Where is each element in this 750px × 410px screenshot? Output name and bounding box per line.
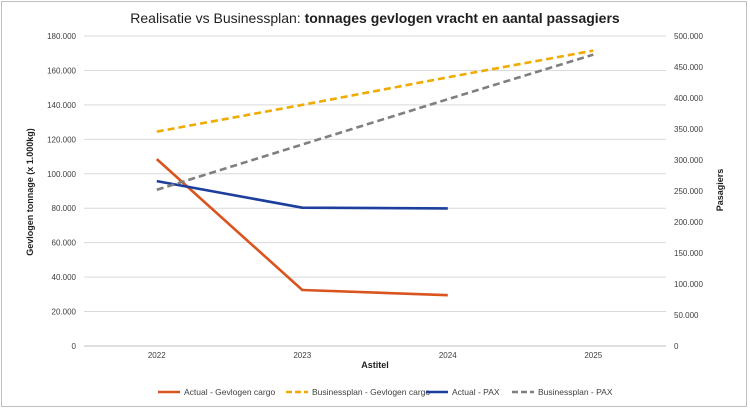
y2-tick-label: 100.000 bbox=[674, 280, 703, 289]
chart-title: Realisatie vs Businessplan: tonnages gev… bbox=[0, 10, 750, 26]
series-line-1 bbox=[155, 158, 448, 297]
x-axis-ticks: 2022 2023 2024 2025 bbox=[148, 351, 603, 360]
y-tick-label: 20.000 bbox=[52, 308, 77, 317]
y2-tick-label: 200.000 bbox=[674, 218, 703, 227]
x-tick-label: 2023 bbox=[293, 351, 311, 360]
x-tick-label: 2022 bbox=[148, 351, 166, 360]
y-axis-left-ticks: 0 20.000 40.000 60.000 80.000 100.000 120.000 1… bbox=[47, 32, 76, 351]
series-line-4 bbox=[156, 53, 594, 192]
y-tick-label: 140.000 bbox=[47, 101, 76, 110]
legend-label: Businessplan - Gevlogen cargo bbox=[312, 387, 430, 397]
y-axis-left-label: Gevlogen tonnage (x 1.000kg) bbox=[25, 128, 35, 256]
legend: Actual - Gevlogen cargo Businessplan - Ge… bbox=[158, 387, 613, 397]
y2-tick-label: 300.000 bbox=[674, 156, 703, 165]
y-tick-label: 0 bbox=[72, 342, 77, 351]
y2-tick-label: 450.000 bbox=[674, 63, 703, 72]
y-tick-label: 80.000 bbox=[52, 204, 77, 213]
y2-tick-label: 150.000 bbox=[674, 249, 703, 258]
chart-title-prefix: Realisatie vs Businessplan: bbox=[130, 10, 305, 26]
y2-tick-label: 350.000 bbox=[674, 125, 703, 134]
legend-label: Actual - PAX bbox=[452, 387, 500, 397]
x-tick-label: 2025 bbox=[584, 351, 602, 360]
y2-tick-label: 500.000 bbox=[674, 32, 703, 41]
y2-tick-label: 0 bbox=[674, 342, 679, 351]
legend-label: Businessplan - PAX bbox=[538, 387, 613, 397]
y2-tick-label: 400.000 bbox=[674, 94, 703, 103]
series-line-3 bbox=[156, 179, 448, 210]
series-line-2 bbox=[156, 49, 594, 133]
y-tick-label: 40.000 bbox=[52, 273, 77, 282]
series-lines bbox=[155, 49, 594, 297]
y-tick-label: 120.000 bbox=[47, 135, 76, 144]
y-axis-right-label: Pasagiers bbox=[715, 169, 725, 212]
chart-title-bold: tonnages gevlogen vracht en aantal passa… bbox=[304, 10, 620, 26]
y-axis-right-ticks: 0 50.000 100.000 150.000 200.000 250.000 300.0… bbox=[674, 32, 703, 351]
y2-tick-label: 50.000 bbox=[674, 311, 699, 320]
x-tick-label: 2024 bbox=[439, 351, 457, 360]
y-tick-label: 100.000 bbox=[47, 170, 76, 179]
y2-tick-label: 250.000 bbox=[674, 187, 703, 196]
y-tick-label: 180.000 bbox=[47, 32, 76, 41]
x-axis-label: Astitel bbox=[361, 360, 389, 370]
y-tick-label: 160.000 bbox=[47, 66, 76, 75]
legend-label: Actual - Gevlogen cargo bbox=[184, 387, 275, 397]
gridlines bbox=[84, 35, 666, 347]
y-tick-label: 60.000 bbox=[52, 239, 77, 248]
